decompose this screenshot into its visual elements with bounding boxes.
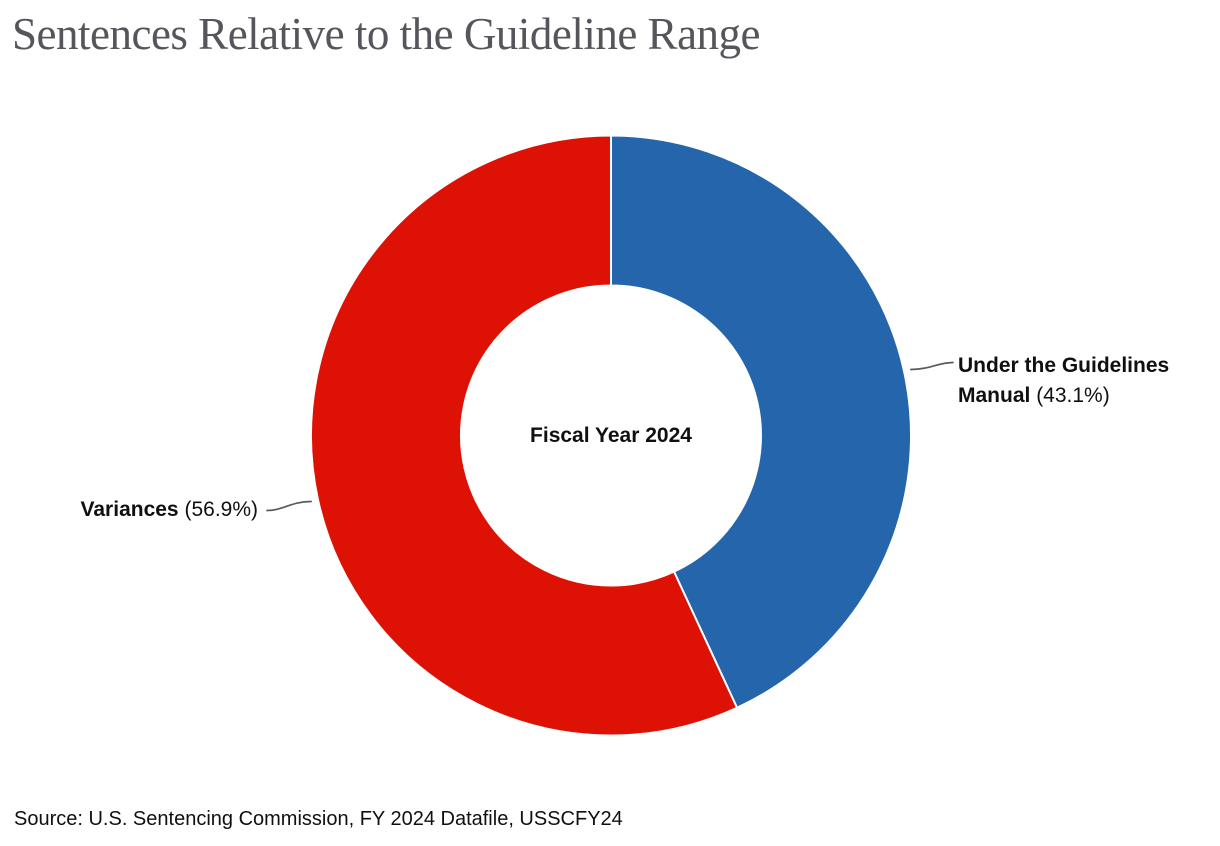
chart-title: Sentences Relative to the Guideline Rang… <box>12 9 761 59</box>
slice-variances[interactable] <box>310 134 739 737</box>
source-note: Source: U.S. Sentencing Commission, FY 2… <box>14 808 623 830</box>
callout-variances-label: Variances <box>80 498 179 521</box>
callout-variances: Variances (56.9%) <box>81 495 258 525</box>
slice-under-the-guidelines-manual[interactable] <box>610 134 913 709</box>
callout-under-guidelines-manual: Under the Guidelines Manual (43.1%) <box>958 351 1216 411</box>
callout-under-guidelines-manual-label: Under the Guidelines Manual <box>958 354 1170 407</box>
donut-center-label: Fiscal Year 2024 <box>530 424 692 447</box>
leader-line-under-the-guidelines-manual <box>909 361 954 371</box>
callout-under-guidelines-manual-value: (43.1%) <box>1036 384 1110 407</box>
leader-line-variances <box>266 500 313 512</box>
callout-variances-value: (56.9%) <box>184 498 258 521</box>
